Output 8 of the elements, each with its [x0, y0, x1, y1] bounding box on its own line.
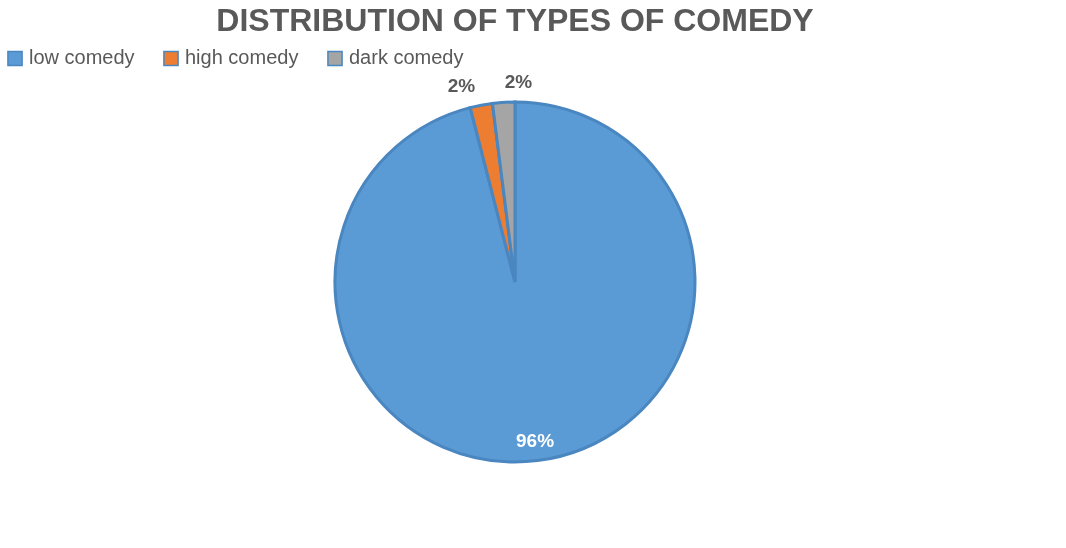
chart-title: DISTRIBUTION OF TYPES OF COMEDY — [216, 2, 814, 38]
legend-label: dark comedy — [349, 46, 464, 69]
legend-label: low comedy — [29, 46, 135, 69]
legend-label: high comedy — [185, 46, 299, 69]
data-label: 2% — [504, 71, 533, 93]
data-label: 2% — [447, 74, 476, 96]
data-label: 96% — [516, 429, 555, 451]
pie-slice — [333, 100, 697, 464]
